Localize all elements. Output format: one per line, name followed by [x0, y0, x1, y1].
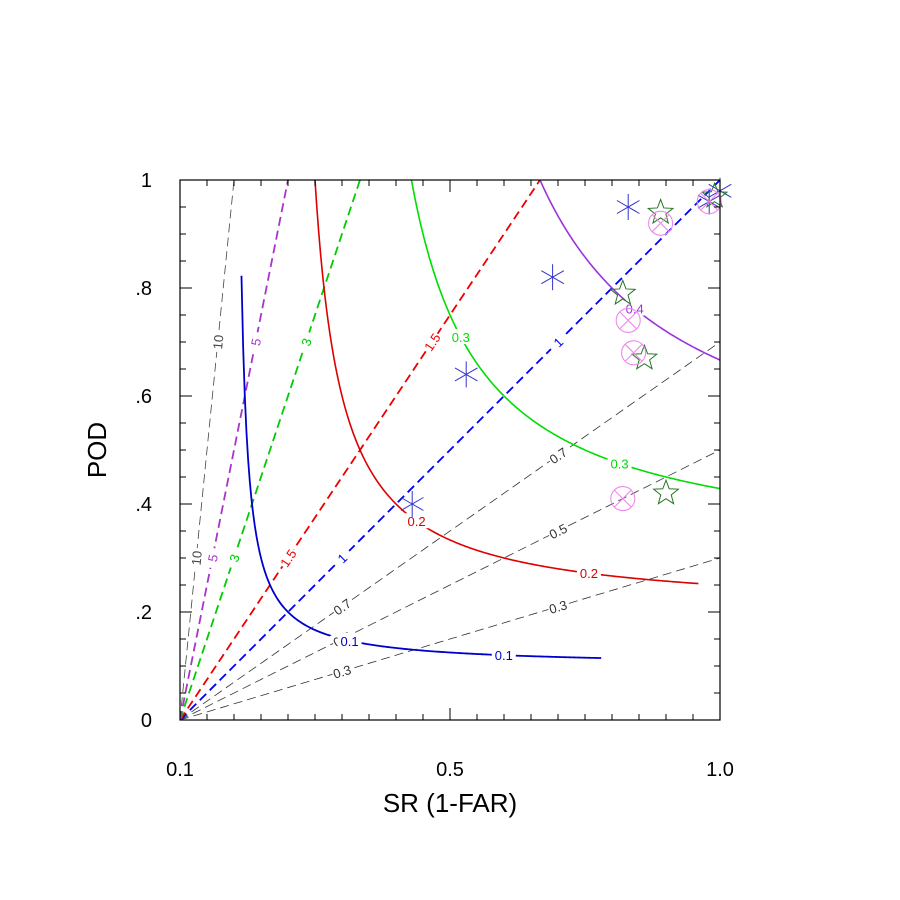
circle-x-marker-2-0	[610, 486, 636, 512]
svg-text:0.7: 0.7	[547, 444, 570, 467]
svg-text:0.2: 0.2	[407, 514, 425, 529]
csi-curve-0	[240, 275, 602, 659]
csi-label-3-1: 0.4	[622, 300, 647, 317]
svg-text:0.3: 0.3	[611, 456, 629, 471]
svg-text:0.3: 0.3	[331, 662, 353, 682]
y-tick-label-5: 1	[141, 170, 152, 192]
svg-text:0.1: 0.1	[495, 648, 513, 663]
svg-text:10: 10	[189, 550, 205, 566]
svg-text:3: 3	[298, 336, 315, 348]
svg-text:0.3: 0.3	[547, 597, 569, 617]
bias-label-0-1: 0.3	[546, 596, 570, 617]
bias-label-4-0: 1.5	[275, 545, 300, 571]
bias-line-7	[180, 180, 235, 720]
bias-label-5-1: 3	[295, 329, 316, 354]
svg-text:1.5: 1.5	[421, 331, 444, 354]
csi-curve-4	[719, 180, 720, 181]
bias-label-5-0: 3	[223, 545, 244, 570]
asterisk-marker-0-2	[541, 264, 565, 291]
bias-label-2-1: 0.7	[545, 443, 571, 467]
circle-x-marker-2-1	[621, 340, 647, 366]
y-tick-label-2: .4	[135, 494, 152, 516]
csi-curve-1	[314, 180, 699, 585]
bias-label-6-0: 5	[202, 546, 222, 570]
svg-text:0.4: 0.4	[626, 302, 644, 317]
bias-label-7-1: 10	[208, 331, 226, 353]
asterisk-marker-0-1	[454, 361, 478, 388]
asterisk-marker-0-0	[400, 491, 424, 517]
bias-label-2-0: 0.7	[329, 594, 355, 619]
x-tick-label-2: 1.0	[706, 759, 734, 781]
bias-line-3	[180, 180, 720, 720]
star-marker-1-4	[700, 181, 729, 208]
svg-text:5: 5	[205, 553, 221, 563]
svg-text:10: 10	[210, 334, 226, 350]
star-marker-1-0	[652, 478, 680, 505]
svg-text:0.5: 0.5	[547, 521, 570, 543]
bias-label-7-0: 10	[187, 547, 205, 569]
bias-label-4-1: 1.5	[419, 329, 444, 355]
y-tick-label-0: 0	[141, 710, 152, 732]
bias-line-0	[180, 557, 720, 720]
csi-label-0-0: 0.1	[337, 632, 362, 649]
svg-text:0.1: 0.1	[341, 634, 359, 649]
bias-label-6-1: 5	[245, 330, 265, 354]
svg-text:5: 5	[248, 337, 264, 347]
bias-label-3-1: 1	[545, 329, 571, 355]
x-tick-label-0: 0.1	[166, 759, 194, 781]
bias-label-0-0: 0.3	[330, 660, 354, 682]
bias-line-1	[180, 449, 720, 720]
svg-text:0.7: 0.7	[331, 596, 354, 619]
bias-label-1-1: 0.5	[545, 519, 571, 543]
bias-line-5	[180, 180, 361, 720]
svg-text:1.5: 1.5	[277, 547, 300, 570]
svg-text:3: 3	[226, 552, 243, 564]
bias-label-3-0: 1	[329, 545, 355, 571]
star-marker-1-3	[646, 197, 675, 225]
csi-label-1-1: 0.2	[576, 565, 601, 581]
x-axis-label: SR (1-FAR)	[383, 788, 517, 818]
csi-label-2-1: 0.3	[607, 455, 632, 471]
y-axis-label: POD	[82, 422, 112, 478]
y-tick-label-4: .8	[135, 278, 152, 300]
circle-x-marker-2-2	[615, 307, 641, 333]
y-tick-label-3: .6	[135, 386, 152, 408]
svg-text:0.2: 0.2	[580, 566, 598, 581]
csi-label-1-0: 0.2	[404, 513, 429, 529]
star-marker-1-2	[609, 278, 637, 306]
y-tick-label-1: .2	[135, 602, 152, 624]
svg-text:0.3: 0.3	[452, 330, 470, 345]
axes: 0.2.4.6.810.1 0.5 1.0	[135, 170, 734, 781]
csi-label-2-0: 0.3	[448, 329, 473, 345]
circle-x-marker-2-3	[648, 210, 674, 236]
asterisk-marker-0-3	[616, 194, 640, 220]
x-tick-label-1: 0.5	[436, 759, 464, 781]
contour-lines	[180, 180, 720, 720]
bias-line-2	[180, 341, 720, 720]
bias-line-6	[180, 180, 289, 720]
csi-label-0-1: 0.1	[491, 647, 516, 663]
